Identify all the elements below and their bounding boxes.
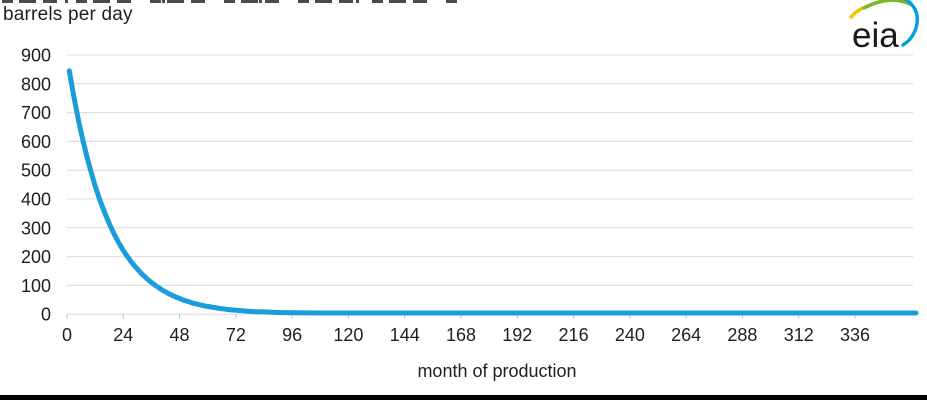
y-tick-label: 500	[21, 161, 51, 181]
x-tick-label: 144	[390, 325, 420, 345]
eia-logo-green-arc-icon	[862, 0, 914, 10]
x-tick-label: 120	[333, 325, 363, 345]
x-tick-label: 312	[784, 325, 814, 345]
y-tick-label: 100	[21, 276, 51, 296]
eia-logo-text: eia	[852, 16, 899, 54]
x-tick-label: 48	[170, 325, 190, 345]
y-axis-unit-label: barrels per day	[3, 4, 133, 25]
x-tick-label: 288	[727, 325, 757, 345]
x-axis-label: month of production	[417, 361, 577, 381]
x-tick-label: 264	[671, 325, 701, 345]
x-tick-label: 192	[502, 325, 532, 345]
x-tick-label: 240	[615, 325, 645, 345]
y-tick-label: 300	[21, 218, 51, 238]
y-tick-label: 600	[21, 132, 51, 152]
x-tick-label: 168	[446, 325, 476, 345]
x-tick-label: 0	[62, 325, 72, 345]
decline-curve	[66, 68, 919, 316]
x-tick-label: 24	[113, 325, 133, 345]
eia-logo-blue-arc-icon	[901, 0, 919, 47]
y-tick-label: 800	[21, 74, 51, 94]
cropped-title-fragment	[2, 0, 458, 3]
x-tick-label: 216	[559, 325, 589, 345]
eia-logo: eia	[849, 0, 919, 54]
y-tick-label: 900	[21, 46, 51, 66]
footer-divider-bar	[0, 395, 927, 400]
y-tick-label: 200	[21, 247, 51, 267]
x-tick-label: 96	[282, 325, 302, 345]
x-tick-label: 72	[226, 325, 246, 345]
y-tick-label: 400	[21, 190, 51, 210]
x-tick-label: 336	[840, 325, 870, 345]
y-tick-label: 700	[21, 103, 51, 123]
y-tick-label: 0	[41, 305, 51, 325]
